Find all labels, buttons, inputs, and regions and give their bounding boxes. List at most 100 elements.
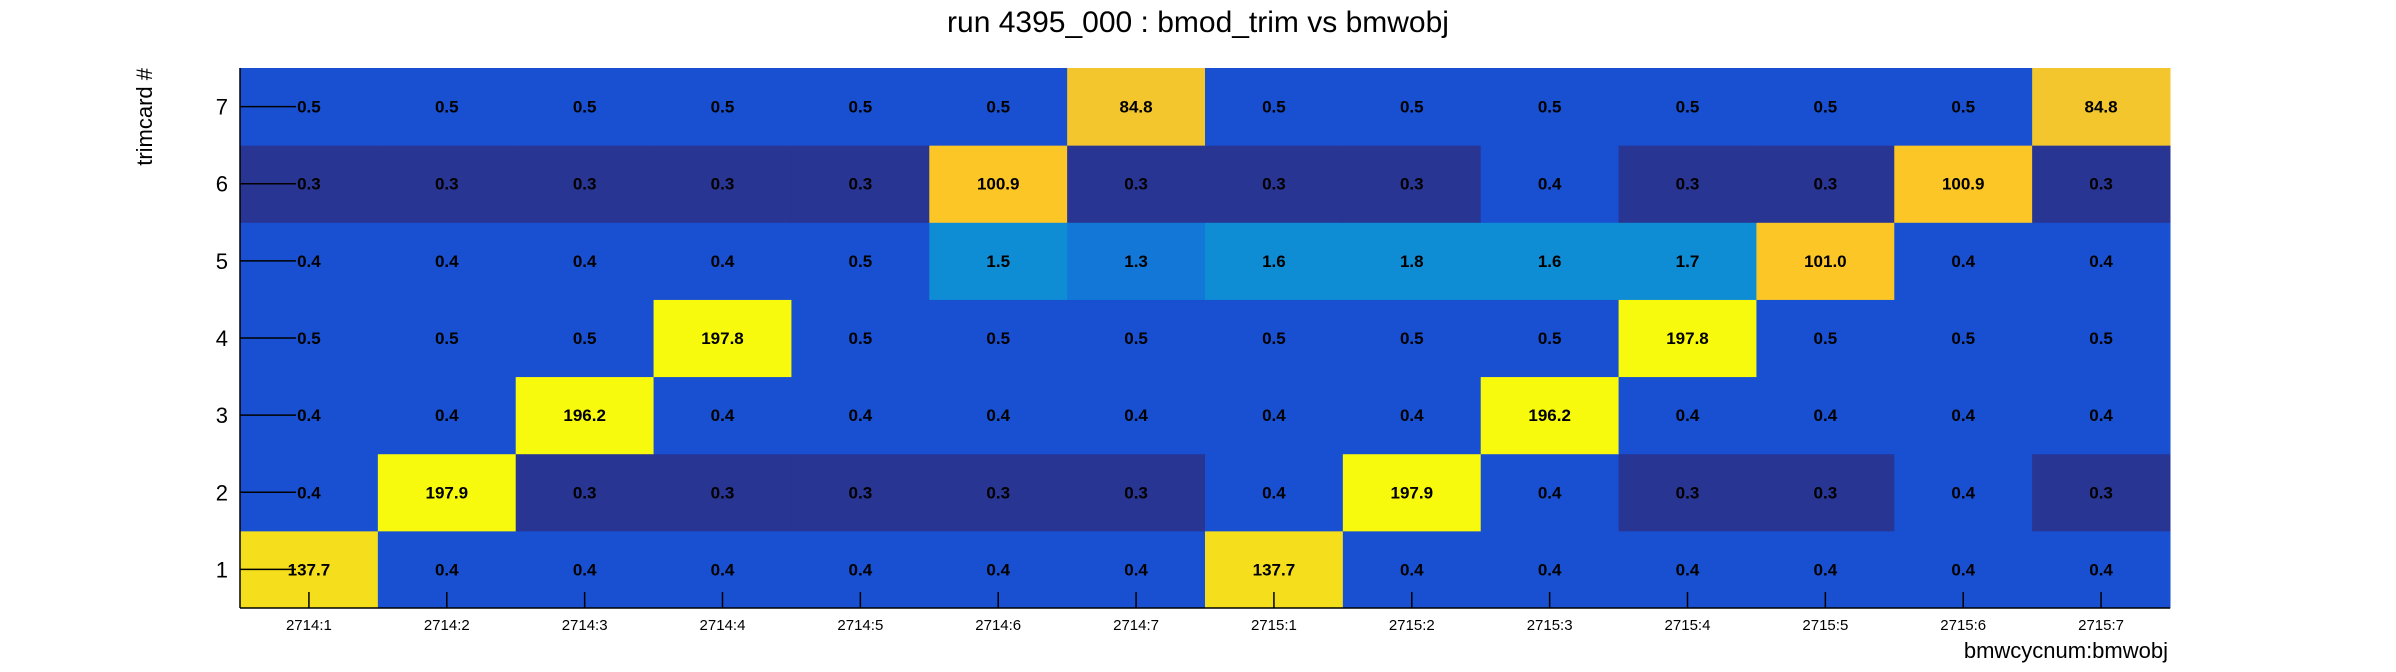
cell-value-label: 0.4 [1814, 406, 1838, 425]
heatmap-cell [377, 299, 517, 378]
heatmap-cell [1894, 453, 2033, 532]
cell-value-label: 0.5 [573, 329, 597, 348]
cell-value-label: 0.5 [1262, 329, 1286, 348]
heatmap-cell [1205, 222, 1344, 300]
heatmap-cell [1756, 68, 1895, 146]
heatmap-cell [1067, 453, 1206, 532]
heatmap-cell [791, 68, 930, 146]
y-tick-label: 6 [216, 172, 228, 197]
heatmap-cell [929, 376, 1068, 455]
cell-value-label: 0.5 [1400, 98, 1424, 117]
heatmap-cell [653, 299, 792, 378]
cell-value-label: 0.3 [1262, 175, 1286, 194]
heatmap-cell [2032, 299, 2171, 378]
cell-value-label: 0.4 [2089, 252, 2113, 271]
cell-value-label: 0.5 [297, 98, 321, 117]
heatmap-cell-labels: 137.7 0.4 0.4 0.4 0.4 0.4 0.4 137.7 0.4 0.4 0.4 0.4… [288, 98, 2118, 580]
x-tick-label: 2714:1 [286, 617, 332, 634]
heatmap-cell [653, 376, 792, 455]
heatmap-cell [1618, 68, 1757, 146]
cell-value-label: 0.4 [711, 560, 735, 579]
heatmap-cell [2032, 222, 2171, 300]
heatmap-cell [2032, 68, 2171, 146]
cell-value-label: 0.3 [849, 483, 873, 502]
cell-value-label: 0.3 [1124, 175, 1148, 194]
x-tick-label: 2714:7 [1113, 617, 1159, 634]
cell-value-label: 100.9 [977, 175, 1020, 194]
cell-value-label: 0.5 [849, 252, 873, 271]
cell-value-label: 0.4 [1124, 406, 1148, 425]
heatmap-cell [1205, 299, 1344, 378]
cell-value-label: 0.5 [849, 98, 873, 117]
x-axis: 2714:1 2714:2 2714:3 2714:4 2714:5 2714:6 2714… [240, 592, 2170, 634]
cell-value-label: 1.7 [1676, 252, 1700, 271]
cell-value-label: 0.4 [1400, 406, 1424, 425]
cell-value-label: 0.5 [849, 329, 873, 348]
y-axis: 1 2 3 4 5 6 7 [216, 68, 296, 608]
heatmap-cell [1342, 222, 1482, 300]
chart-title: run 4395_000 : bmod_trim vs bmwobj [947, 6, 1449, 39]
cell-value-label: 0.4 [986, 406, 1010, 425]
cell-value-label: 0.5 [986, 98, 1010, 117]
y-tick-label: 4 [216, 326, 228, 351]
y-tick-label: 3 [216, 403, 228, 428]
cell-value-label: 0.4 [435, 406, 459, 425]
cell-value-label: 0.5 [1951, 329, 1975, 348]
heatmap-cell [791, 299, 930, 378]
cell-value-label: 0.4 [1262, 406, 1286, 425]
heatmap-cell [1480, 376, 1620, 455]
heatmap-cell [1480, 453, 1620, 532]
heatmap-cell [1480, 222, 1620, 300]
heatmap-cell [929, 145, 1068, 223]
x-tick-label: 2715:1 [1251, 617, 1297, 634]
heatmap-cell [653, 68, 792, 146]
heatmap-cell [1480, 299, 1620, 378]
cell-value-label: 0.4 [986, 560, 1010, 579]
heatmap-cell [929, 453, 1068, 532]
heatmap-cell [1618, 453, 1757, 532]
heatmap-cell [1205, 453, 1344, 532]
heatmap-cell [1067, 376, 1206, 455]
cell-value-label: 0.3 [573, 483, 597, 502]
cell-value-label: 0.5 [435, 98, 459, 117]
heatmap-cell [1342, 68, 1482, 146]
heatmap-cells [240, 68, 2171, 609]
x-tick-label: 2715:2 [1389, 617, 1435, 634]
heatmap-cell [1618, 145, 1757, 223]
heatmap-cell [1756, 453, 1895, 532]
cell-value-label: 196.2 [1528, 406, 1571, 425]
heatmap-cell [1342, 376, 1482, 455]
heatmap-cell [1894, 68, 2033, 146]
cell-value-label: 0.3 [711, 483, 735, 502]
cell-value-label: 0.4 [435, 560, 459, 579]
heatmap-cell [377, 222, 517, 300]
heatmap-cell [515, 68, 655, 146]
cell-value-label: 0.5 [1814, 98, 1838, 117]
y-tick-label: 5 [216, 249, 228, 274]
cell-value-label: 0.5 [1400, 329, 1424, 348]
cell-value-label: 0.4 [2089, 560, 2113, 579]
heatmap-cell [1205, 376, 1344, 455]
heatmap-cell [1480, 145, 1620, 223]
x-tick-label: 2714:5 [837, 617, 883, 634]
y-tick-label: 2 [216, 480, 228, 505]
cell-value-label: 0.4 [435, 252, 459, 271]
heatmap-cell [1618, 299, 1757, 378]
heatmap-cell [515, 376, 655, 455]
heatmap-cell [929, 222, 1068, 300]
heatmap-cell [1756, 376, 1895, 455]
heatmap-cell [1894, 376, 2033, 455]
cell-value-label: 0.5 [573, 98, 597, 117]
heatmap-cell [929, 68, 1068, 146]
cell-value-label: 0.4 [1951, 483, 1975, 502]
heatmap-cell [1342, 145, 1482, 223]
heatmap-cell [377, 68, 517, 146]
heatmap-cell [791, 376, 930, 455]
cell-value-label: 0.3 [435, 175, 459, 194]
heatmap-cell [653, 222, 792, 300]
heatmap-cell [2032, 376, 2171, 455]
heatmap-cell [1894, 299, 2033, 378]
cell-value-label: 197.9 [426, 483, 469, 502]
cell-value-label: 0.4 [1262, 483, 1286, 502]
